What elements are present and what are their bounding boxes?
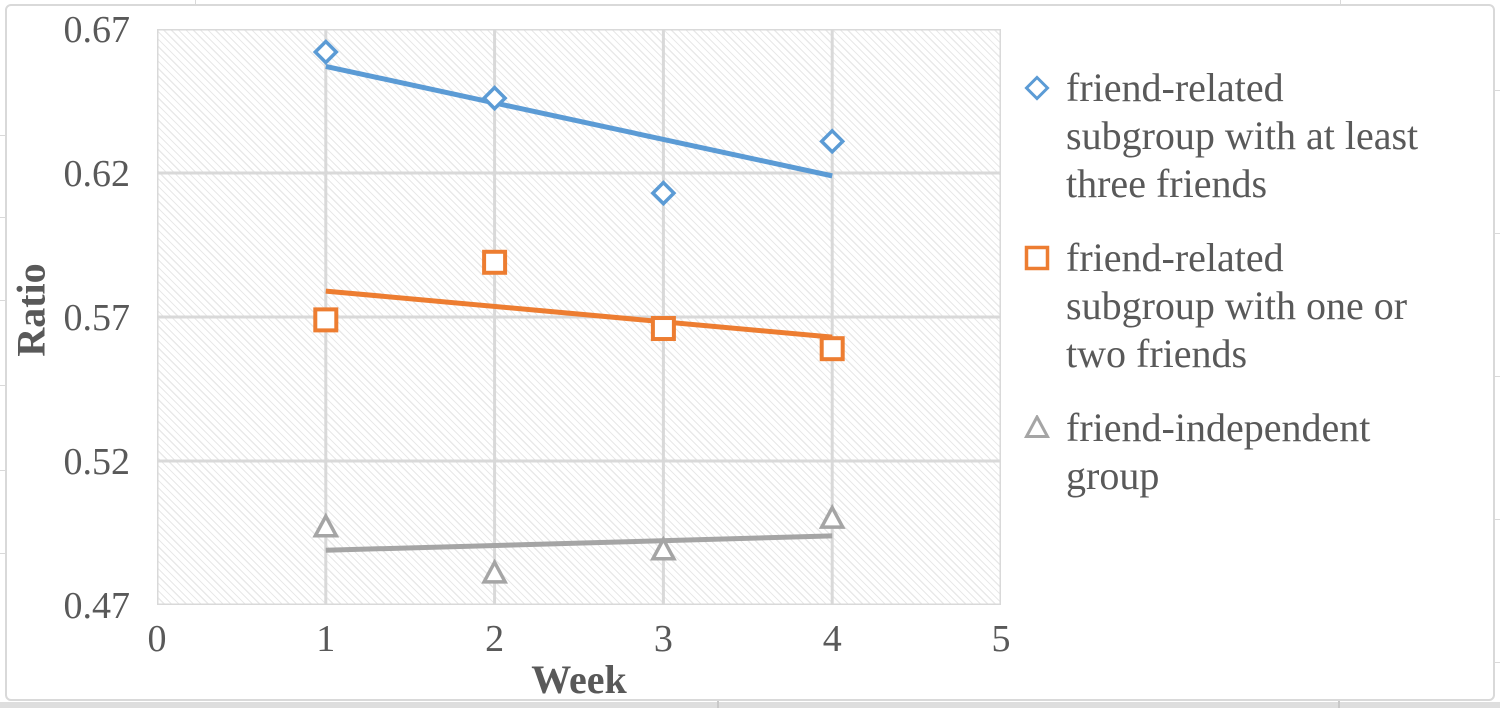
cell-gridline-stub [0, 300, 6, 301]
legend-item: friend-related subgroup with one or two fr… [1024, 234, 1496, 378]
triangle-legend-icon [1023, 404, 1066, 446]
triangle-marker [649, 535, 677, 561]
square-marker [650, 316, 676, 342]
y-axis-title: Ratio [8, 263, 54, 357]
x-tick-label: 2 [485, 618, 505, 660]
plot-area [157, 29, 1001, 605]
square-marker [482, 249, 508, 275]
diamond-legend-icon [1024, 64, 1066, 106]
legend: friend-related subgroup with at least thre… [1023, 64, 1496, 526]
y-tick-label: 0.47 [63, 585, 131, 627]
x-tick-label: 5 [991, 618, 1011, 660]
cell-gridline-stub [717, 694, 719, 708]
diamond-marker [1024, 75, 1050, 101]
cell-gridline-stub [1340, 0, 1341, 5]
cell-gridline-stub [195, 0, 196, 5]
triangle-marker [312, 512, 340, 538]
legend-item: friend-independent group [1023, 404, 1496, 500]
triangle-marker [1023, 413, 1051, 438]
x-tick-label: 0 [147, 618, 167, 660]
cell-gridline-stub [0, 217, 6, 218]
cell-gridline-stub [0, 385, 6, 386]
cell-gridline-stub [1338, 694, 1340, 708]
y-tick-label: 0.62 [63, 153, 131, 195]
trendline [325, 288, 833, 340]
diamond-marker [650, 180, 677, 207]
cell-gridline-stub [0, 553, 6, 554]
diamond-marker [312, 39, 339, 66]
legend-label: friend-independent group [1066, 405, 1371, 498]
square-marker [313, 307, 339, 333]
trendline [325, 533, 833, 553]
triangle-marker [818, 503, 846, 529]
y-tick-label: 0.52 [63, 441, 131, 483]
square-legend-icon [1024, 234, 1066, 276]
square-marker [819, 336, 845, 362]
x-tick-label: 1 [316, 618, 336, 660]
worksheet-row-edge [0, 702, 1500, 708]
x-axis-title: Week [531, 657, 627, 702]
cell-gridline-stub [1494, 90, 1500, 91]
triangle-marker [481, 558, 509, 584]
legend-item: friend-related subgroup with at least thre… [1024, 64, 1496, 208]
trendline [325, 63, 833, 179]
diamond-marker [481, 85, 508, 112]
x-tick-label: 3 [653, 618, 673, 660]
cell-gridline-stub [0, 135, 6, 136]
x-tick-label: 4 [822, 618, 842, 660]
cell-gridline-stub [0, 470, 6, 471]
legend-label: friend-related subgroup with at least thre… [1066, 65, 1419, 206]
cell-gridline-stub [1494, 233, 1500, 234]
cell-gridline-stub [1494, 662, 1500, 663]
diamond-marker [819, 128, 846, 155]
y-tick-label: 0.67 [63, 9, 131, 51]
square-marker [1024, 245, 1050, 271]
plot-svg [157, 29, 1001, 605]
cell-gridline-stub [1494, 519, 1500, 520]
cell-gridline-stub [1494, 376, 1500, 377]
y-tick-label: 0.57 [63, 297, 131, 339]
legend-label: friend-related subgroup with one or two fr… [1066, 235, 1408, 376]
